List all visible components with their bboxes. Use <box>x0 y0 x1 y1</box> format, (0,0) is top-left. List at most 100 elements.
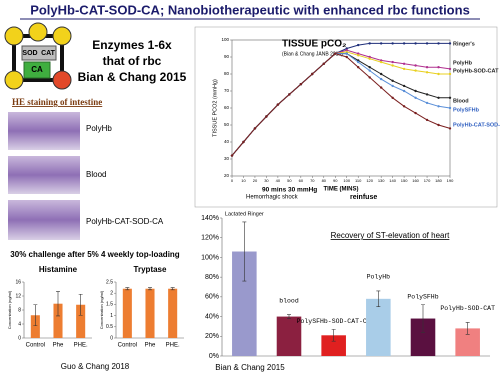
data-point <box>368 69 371 72</box>
data-point <box>379 86 383 89</box>
x-tick-label: Control <box>118 343 137 349</box>
data-point <box>357 66 360 69</box>
error-bar <box>33 304 38 327</box>
staining-heading: HE staining of intestine <box>12 97 102 107</box>
y-tick-label: 2 <box>110 291 113 297</box>
x-tick-label: 110 <box>355 178 362 183</box>
data-point <box>414 42 417 45</box>
histology-image <box>8 112 80 150</box>
citation: Bian & Chang 2015 <box>215 363 285 372</box>
data-point <box>448 127 452 130</box>
x-tick-label: PHE. <box>74 343 88 349</box>
data-point <box>391 64 394 67</box>
bar <box>76 304 86 338</box>
molecule-label: CAT <box>41 50 56 57</box>
data-point <box>345 55 348 59</box>
x-tick-label: 10 <box>241 178 246 183</box>
data-point <box>357 54 360 57</box>
staining-label: PolyHb-CAT-SOD-CA <box>86 217 164 226</box>
y-tick-label: 70 <box>224 88 230 93</box>
citation: Guo & Chang 2018 <box>61 362 130 371</box>
data-point <box>288 93 291 96</box>
x-tick-label: 70 <box>310 178 315 183</box>
y-tick-label: 140% <box>201 215 219 222</box>
data-point <box>368 55 371 59</box>
category-label: PolyHb-SOD-CAT <box>440 305 495 312</box>
chart-title: Recovery of ST-elevation of heart <box>331 231 451 240</box>
histology-image <box>8 156 80 194</box>
y-tick-label: 20% <box>205 333 219 340</box>
data-point <box>322 62 325 65</box>
data-point <box>379 72 383 76</box>
y-tick-label: 16 <box>15 279 21 285</box>
x-tick-label: 130 <box>378 178 385 183</box>
data-point <box>299 83 303 86</box>
data-point <box>368 42 371 45</box>
bar <box>30 315 40 338</box>
y-tick-label: 30 <box>224 156 230 161</box>
annotation: reinfuse <box>350 194 377 201</box>
x-tick-label: 20 <box>253 178 258 183</box>
data-line <box>231 53 451 156</box>
data-point <box>437 42 440 45</box>
chart-title: Histamine <box>39 265 78 274</box>
molecule-label: SOD <box>22 50 37 57</box>
x-tick-label: 30 <box>264 178 269 183</box>
y-tick-label: 12 <box>15 293 21 299</box>
x-tick-label: PHE. <box>166 343 180 349</box>
error-bar <box>148 287 152 291</box>
molecule: SOD CAT CA <box>4 22 72 90</box>
data-point <box>379 42 383 45</box>
y-tick-label: 40 <box>224 139 230 144</box>
error-bar <box>125 287 130 291</box>
staining-label: Blood <box>86 170 106 179</box>
data-point <box>379 60 383 64</box>
y-tick-label: 60 <box>224 105 230 110</box>
error-bar <box>242 221 247 282</box>
data-point <box>425 118 429 122</box>
data-point <box>402 42 406 45</box>
data-point <box>391 96 394 100</box>
data-point <box>276 103 280 106</box>
staining-label: PolyHb <box>86 124 112 133</box>
x-tick-label: 50 <box>287 178 292 183</box>
category-label: PolySFHb-SOD-CAT-CA <box>297 318 371 325</box>
error-bar <box>56 291 60 317</box>
error-bar <box>78 293 83 316</box>
annotation: Hemorrhagic shock <box>246 195 299 201</box>
data-point <box>448 42 452 45</box>
x-tick-label: 100 <box>343 178 350 183</box>
x-axis-label: TIME (MINS) <box>324 187 359 193</box>
data-point <box>425 42 429 45</box>
data-point <box>425 66 429 69</box>
data-point <box>402 67 406 71</box>
data-point <box>345 47 348 50</box>
data-point <box>414 111 417 115</box>
x-tick-label: Control <box>26 343 45 349</box>
data-point <box>242 140 245 144</box>
error-bar <box>421 304 425 333</box>
y-tick-label: 0 <box>110 335 113 341</box>
y-tick-label: 80% <box>205 274 219 281</box>
y-tick-label: 20 <box>224 173 230 178</box>
x-tick-label: 170 <box>424 178 431 183</box>
y-tick-label: 120% <box>201 235 219 242</box>
data-point <box>425 71 429 74</box>
bar <box>276 316 302 356</box>
x-tick-label: Phe <box>145 343 156 349</box>
error-bar <box>331 329 336 342</box>
y-tick-label: 0.5 <box>106 324 113 330</box>
y-tick-label: 90 <box>224 54 230 59</box>
data-point <box>391 60 394 64</box>
y-tick-label: 1.5 <box>106 302 113 308</box>
data-point <box>448 106 452 110</box>
legend-label: Blood <box>453 98 469 104</box>
data-point <box>357 43 360 47</box>
data-point <box>230 154 234 157</box>
x-tick-label: 90 <box>333 178 338 183</box>
data-point <box>414 64 417 67</box>
data-point <box>402 84 406 88</box>
y-tick-label: 50 <box>224 122 230 127</box>
legend-label: Ringer's <box>453 41 475 47</box>
